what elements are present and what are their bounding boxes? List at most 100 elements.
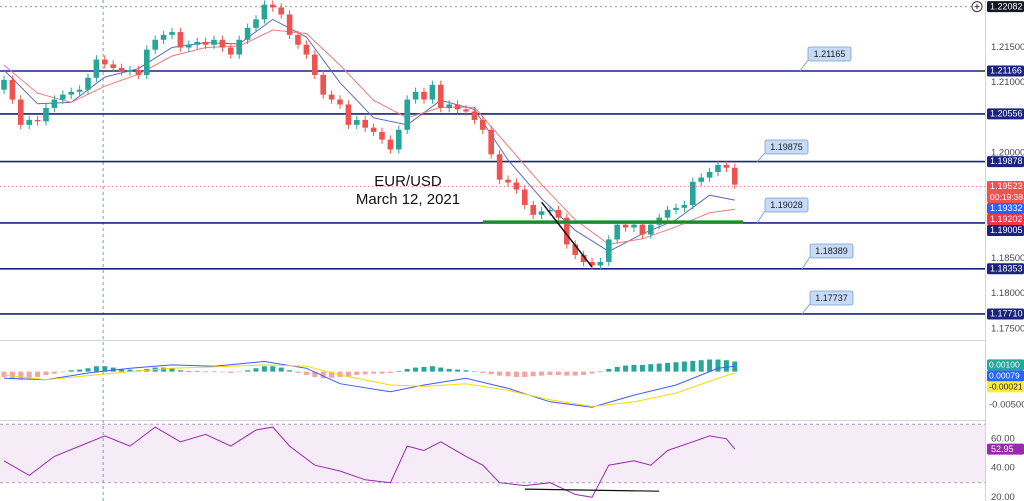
- macd-tag-label: 0.00100: [989, 359, 1020, 369]
- candle-body: [488, 129, 494, 155]
- macd-bar: [177, 370, 183, 372]
- add-alert-icon: [974, 4, 980, 10]
- candle-body: [387, 139, 394, 150]
- price-tag: [987, 214, 1024, 226]
- candle-body: [261, 4, 268, 20]
- macd-line: [3, 364, 735, 408]
- macd-tag: [987, 381, 1024, 393]
- macd-bar: [18, 371, 24, 380]
- candle-body: [522, 189, 528, 206]
- price-tag-label: 1.18353: [990, 263, 1023, 273]
- macd-bar: [656, 363, 662, 372]
- macd-bar: [354, 371, 360, 375]
- price-tag-label: 1.20556: [990, 109, 1023, 119]
- candle-body: [715, 164, 721, 172]
- macd-bar: [253, 368, 259, 372]
- macd-bar: [564, 371, 570, 376]
- macd-bar: [522, 371, 528, 377]
- macd-bar: [203, 371, 209, 373]
- macd-bar: [68, 370, 74, 372]
- candle-body: [580, 254, 587, 262]
- candle-body: [631, 224, 637, 228]
- price-tag-label: 1.19878: [990, 156, 1023, 166]
- price-tag-label: 1.22082: [990, 1, 1023, 11]
- callout-leader: [801, 256, 811, 270]
- candle-body: [555, 209, 562, 218]
- candle-body: [698, 177, 704, 182]
- macd-bar: [547, 371, 553, 375]
- candle-body: [690, 181, 696, 206]
- candle-body: [664, 209, 671, 218]
- moving-average: [3, 18, 735, 252]
- candle-body: [706, 171, 713, 178]
- macd-bar: [480, 371, 486, 373]
- macd-bar: [320, 371, 326, 379]
- candle-body: [102, 59, 108, 65]
- macd-bar: [26, 371, 32, 379]
- callout-label: 1.17737: [815, 293, 848, 303]
- candle-body: [538, 211, 545, 215]
- candle-body: [9, 79, 16, 100]
- macd-bar: [413, 367, 419, 372]
- moving-average: [3, 29, 735, 245]
- macd-bar: [446, 368, 452, 372]
- candle-body: [211, 39, 217, 45]
- macd-bar: [572, 371, 578, 376]
- macd-bar: [698, 360, 704, 372]
- rsi-band: [0, 424, 985, 483]
- macd-bar: [539, 371, 545, 376]
- divergence-line: [524, 488, 660, 492]
- callout-box: [764, 197, 809, 213]
- candle-body: [110, 64, 116, 68]
- candle-body: [648, 224, 654, 235]
- candle-body: [463, 109, 469, 112]
- price-tag-label: 1.21166: [990, 66, 1022, 76]
- macd-bar: [715, 359, 721, 372]
- macd-bar: [60, 371, 66, 373]
- candle-body: [278, 7, 284, 15]
- candle-body: [76, 89, 83, 92]
- price-tag: [987, 65, 1024, 77]
- candle-body: [18, 99, 24, 125]
- macd-bar: [665, 362, 671, 372]
- callout-box: [807, 46, 852, 62]
- candle-body: [270, 4, 276, 8]
- rsi-tag-label: 52.95: [991, 444, 1014, 454]
- macd-bar: [236, 371, 242, 373]
- macd-bar: [463, 370, 469, 372]
- candle-body: [68, 91, 74, 95]
- macd-bar: [707, 359, 713, 372]
- macd-bar: [379, 371, 385, 374]
- candle-body: [186, 44, 192, 48]
- macd-tag-label: 0.00079: [989, 370, 1020, 380]
- macd-bar: [43, 371, 49, 375]
- candle-body: [345, 104, 352, 125]
- candle-body: [438, 84, 444, 108]
- candle-body: [177, 32, 184, 48]
- callout-leader: [799, 59, 809, 72]
- macd-bar: [169, 368, 175, 372]
- y-tick-label: 1.18000: [991, 288, 1024, 299]
- macd-bar: [513, 371, 519, 377]
- rsi-line: [3, 426, 736, 498]
- macd-bar: [194, 370, 200, 372]
- macd-bar: [9, 371, 15, 379]
- candle-body: [421, 91, 427, 100]
- price-tag: [987, 203, 1024, 215]
- candle-body: [295, 34, 301, 45]
- macd-tag: [987, 370, 1024, 382]
- callout-leader: [756, 152, 766, 162]
- candle-body: [370, 127, 377, 132]
- y-tick-label: 1.20000: [991, 148, 1024, 159]
- candle-body: [228, 47, 234, 55]
- candle-body: [396, 129, 402, 150]
- candle-body: [194, 41, 200, 45]
- candle-body: [85, 77, 91, 90]
- macd-bar: [387, 371, 393, 373]
- macd-bar: [530, 371, 536, 377]
- candle-body: [606, 239, 612, 262]
- countdown: 00:19:38: [990, 192, 1023, 202]
- candle-body: [362, 119, 368, 128]
- macd-bar: [211, 371, 217, 373]
